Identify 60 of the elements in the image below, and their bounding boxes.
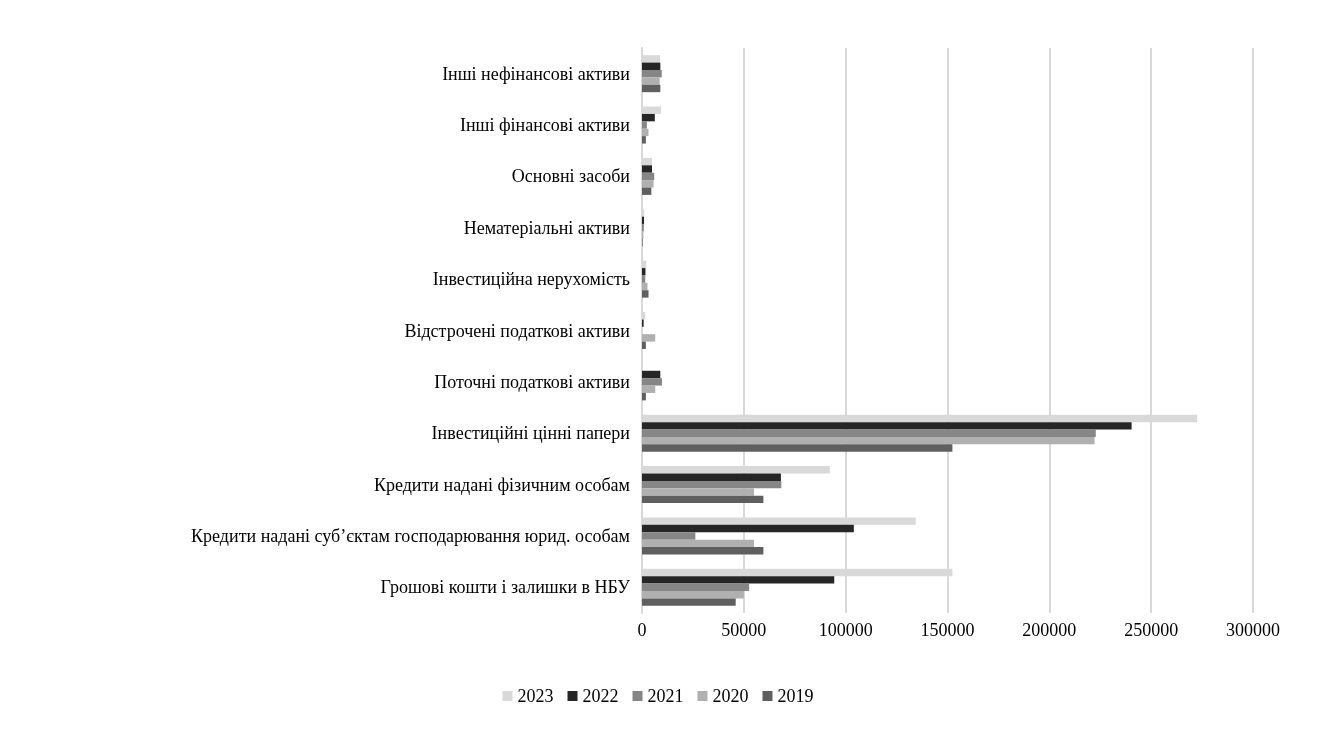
bar: [642, 576, 835, 584]
legend-label: 2022: [582, 686, 619, 706]
bar: [642, 172, 655, 181]
bar: [642, 547, 764, 555]
legend-label: 2021: [647, 686, 684, 706]
x-tick-label: 100000: [818, 620, 873, 640]
bar: [642, 341, 646, 349]
bar: [642, 77, 660, 85]
x-tick-label: 300000: [1226, 620, 1280, 640]
y-tick-label: Інвестиційні цінні папери: [431, 423, 631, 444]
bar: [642, 334, 656, 342]
bar: [642, 62, 661, 70]
legend-label: 2019: [777, 686, 814, 706]
y-tick-label: Поточні податкові активи: [434, 371, 631, 392]
bar: [642, 180, 654, 188]
bar: [642, 598, 736, 606]
y-tick-label: Основні засоби: [511, 166, 631, 187]
x-tick-label: 50000: [721, 620, 767, 640]
bar: [642, 275, 646, 283]
x-tick-label: 0: [637, 620, 647, 640]
bar: [642, 216, 645, 225]
bar: [642, 488, 755, 496]
y-tick-label: Грошові кошти і залишки в НБУ: [380, 577, 631, 598]
y-tick-label: Інші фінансові активи: [459, 115, 631, 136]
legend-label: 2023: [517, 686, 554, 706]
bar: [642, 429, 1096, 437]
bar: [642, 422, 1132, 430]
bar: [642, 480, 782, 489]
bar: [642, 187, 652, 195]
bar: [642, 591, 744, 599]
bar: [642, 113, 655, 122]
bar: [642, 290, 649, 298]
bar: [642, 69, 662, 78]
bar: [642, 84, 661, 93]
bar: [642, 128, 649, 137]
bar: [642, 165, 652, 173]
y-tick-label: Нематеріальні активи: [463, 217, 631, 238]
bar: [642, 524, 854, 533]
bar: [642, 136, 646, 144]
y-tick-label: Інвестиційна нерухомість: [432, 269, 630, 290]
x-tick-label: 150000: [920, 620, 975, 640]
x-tick-label: 200000: [1022, 620, 1077, 640]
bar: [642, 473, 781, 481]
bar: [642, 532, 696, 540]
bar: [642, 378, 662, 386]
bar: [642, 539, 755, 548]
bar: [642, 436, 1095, 445]
bar: [642, 444, 953, 452]
bar: [642, 583, 750, 592]
x-tick-label: 250000: [1124, 620, 1179, 640]
bar: [642, 392, 646, 401]
bar: [642, 121, 647, 129]
y-tick-label: Інші нефінансові активи: [442, 63, 631, 84]
bar: [642, 385, 656, 393]
y-tick-label: Кредити надані фізичним особам: [373, 474, 630, 495]
bar: [642, 495, 764, 504]
legend-label: 2020: [712, 686, 749, 706]
bar: [642, 370, 661, 379]
y-tick-label: Відстрочені податкові активи: [404, 320, 631, 341]
y-tick-label: Кредити надані суб’єктам господарювання юрид. особам: [191, 525, 630, 546]
